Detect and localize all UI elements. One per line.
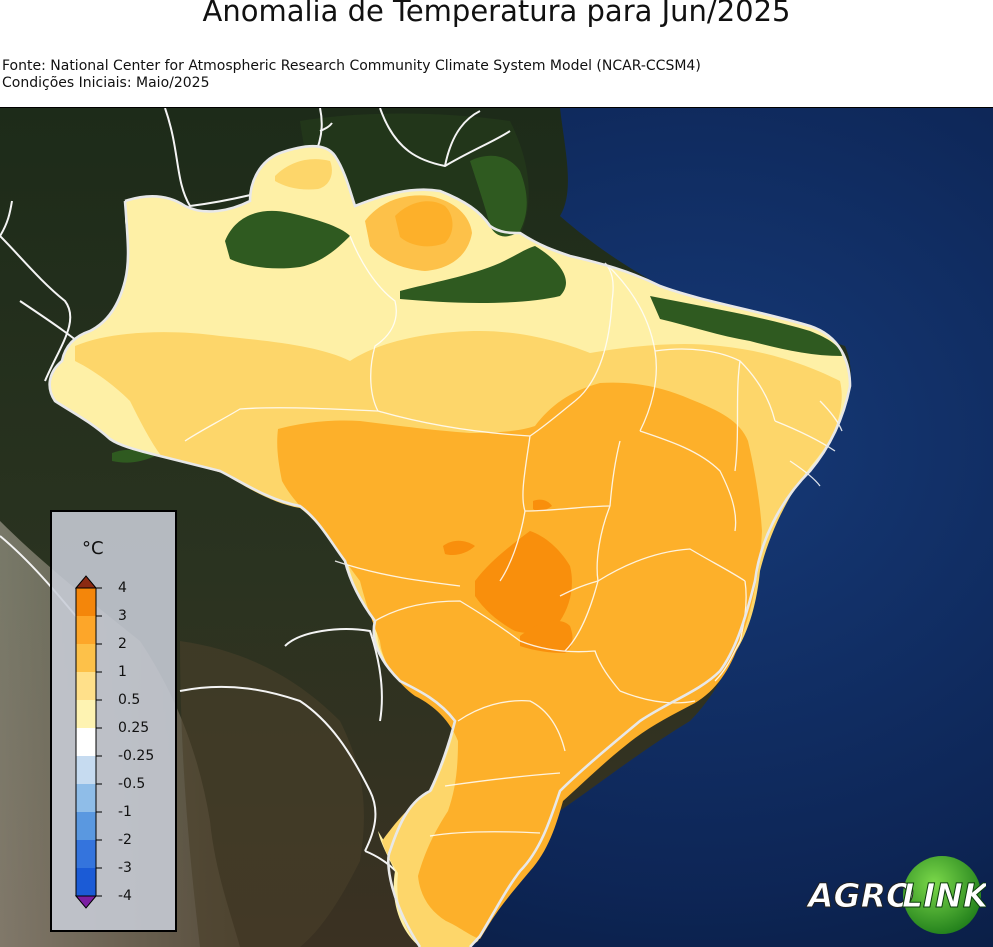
anomaly-2-3-to bbox=[533, 499, 552, 512]
anomaly-1-2 bbox=[277, 382, 762, 939]
legend-tick-label: -4 bbox=[118, 888, 132, 904]
legend-tick-label: -0.5 bbox=[118, 776, 146, 792]
colorbar-swatch bbox=[76, 588, 96, 617]
chaco-region bbox=[180, 641, 364, 947]
anomaly-05-1-roraima bbox=[275, 159, 332, 190]
colorbar-swatch bbox=[76, 756, 96, 785]
anomaly-1-2-north bbox=[395, 201, 453, 247]
colorbar-swatch bbox=[76, 728, 96, 757]
colorbar-swatches bbox=[76, 588, 96, 897]
source-line: Fonte: National Center for Atmospheric R… bbox=[2, 58, 701, 74]
brazil-outline bbox=[124, 144, 852, 947]
legend-tick-label: -2 bbox=[118, 832, 132, 848]
country-borders bbox=[0, 108, 511, 947]
legend-tick-label: 1 bbox=[118, 664, 127, 680]
colorbar-swatch bbox=[76, 700, 96, 729]
legend-tick-label: 0.5 bbox=[118, 692, 141, 708]
initial-conditions-line: Condições Iniciais: Maio/2025 bbox=[2, 75, 210, 91]
anomaly-2-3-goias bbox=[475, 531, 572, 633]
forest-patch-para bbox=[400, 246, 566, 303]
logo-agro-text: AGRO bbox=[806, 876, 914, 915]
brazil-outline-west bbox=[48, 200, 457, 947]
anomaly-2-3-mt bbox=[443, 540, 475, 556]
forest-patch-amapa bbox=[470, 155, 527, 237]
colorbar-ticks bbox=[96, 587, 102, 897]
forest-patch-roraima bbox=[225, 210, 350, 269]
legend-tick-label: -3 bbox=[118, 860, 132, 876]
colorbar-swatch bbox=[76, 784, 96, 813]
colorbar bbox=[74, 575, 102, 909]
colorbar-swatch bbox=[76, 812, 96, 841]
legend-tick-label: 3 bbox=[118, 608, 127, 624]
map-title: Anomalia de Temperatura para Jun/2025 bbox=[202, 0, 791, 28]
legend-tick-label: 2 bbox=[118, 636, 127, 652]
colorbar-swatch bbox=[76, 840, 96, 869]
legend-tick-label: -0.25 bbox=[118, 748, 155, 764]
logo-globe bbox=[903, 856, 981, 934]
colorbar-swatch bbox=[76, 868, 96, 897]
legend-unit: °C bbox=[82, 538, 104, 559]
legend-tick-label: 0.25 bbox=[118, 720, 150, 736]
legend-tick-label: -1 bbox=[118, 804, 132, 820]
forest-patch-coast bbox=[650, 296, 842, 356]
colorbar-bottom-arrow bbox=[74, 895, 98, 909]
colorbar-top-arrow bbox=[74, 575, 98, 589]
colorbar-swatch bbox=[76, 616, 96, 645]
colorbar-swatch bbox=[76, 644, 96, 673]
colorbar-swatch bbox=[76, 672, 96, 701]
agrolink-logo: AGRO LINK bbox=[806, 856, 986, 934]
source-text: Fonte: National Center for Atmospheric R… bbox=[2, 58, 701, 92]
colorbar-frame bbox=[75, 587, 97, 897]
legend: °C 4 3 2 1 0.5 0.25 -0.25 -0.5 -1 -2 -3 -4 bbox=[50, 510, 177, 932]
legend-tick-label: 4 bbox=[118, 580, 127, 596]
logo-link-text: LINK bbox=[902, 876, 986, 915]
state-borders bbox=[184, 235, 843, 837]
